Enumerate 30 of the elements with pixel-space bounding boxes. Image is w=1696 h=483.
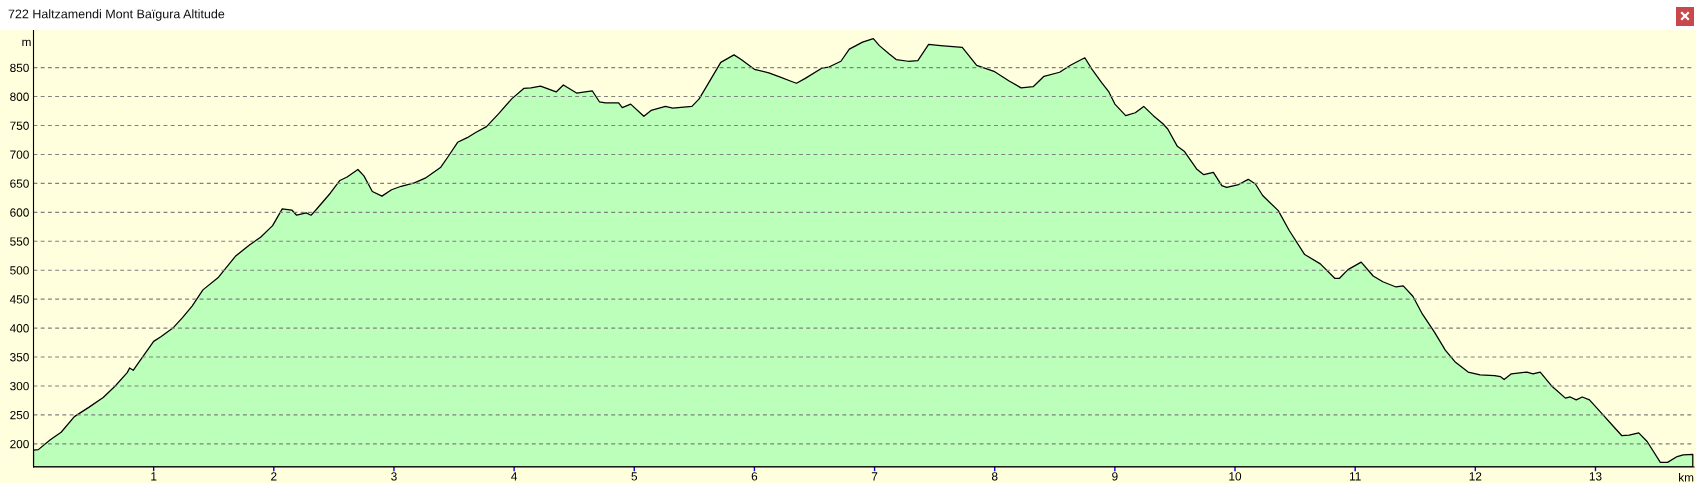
y-tick-label: 650 <box>10 179 29 188</box>
x-tick-label: 2 <box>271 472 277 481</box>
y-tick-label: 850 <box>10 63 29 73</box>
chart-title: 722 Haltzamendi Mont Baïgura Altitude <box>8 9 225 21</box>
y-tick-label: 450 <box>9 295 29 304</box>
y-tick-label: 550 <box>10 237 29 246</box>
y-axis-title: m <box>22 39 31 47</box>
y-tick-label: 750 <box>10 121 29 130</box>
x-tick-label: 10 <box>1229 472 1242 481</box>
x-axis-title: km <box>1679 473 1694 482</box>
y-tick-label: 500 <box>10 266 29 275</box>
y-tick-label: 300 <box>10 382 29 391</box>
y-tick-label: 700 <box>10 150 29 159</box>
y-tick-label: 800 <box>10 92 29 101</box>
x-tick-label: 7 <box>871 472 878 481</box>
x-tick-label: 1 <box>151 472 157 481</box>
x-tick-label: 13 <box>1589 472 1602 481</box>
x-tick-label: 8 <box>991 472 998 481</box>
x-tick-label: 12 <box>1469 472 1482 481</box>
y-tick-label: 600 <box>10 208 29 217</box>
y-tick-label: 200 <box>10 439 29 449</box>
x-tick-label: 11 <box>1349 472 1361 481</box>
y-tick-label: 400 <box>9 324 29 333</box>
x-tick-label: 6 <box>751 472 758 481</box>
x-tick-label: 5 <box>631 472 638 481</box>
x-tick-label: 9 <box>1112 472 1118 481</box>
x-tick-label: 4 <box>511 472 518 481</box>
y-tick-label: 250 <box>10 410 29 420</box>
y-tick-label: 350 <box>10 353 29 362</box>
x-tick-label: 3 <box>391 472 397 481</box>
